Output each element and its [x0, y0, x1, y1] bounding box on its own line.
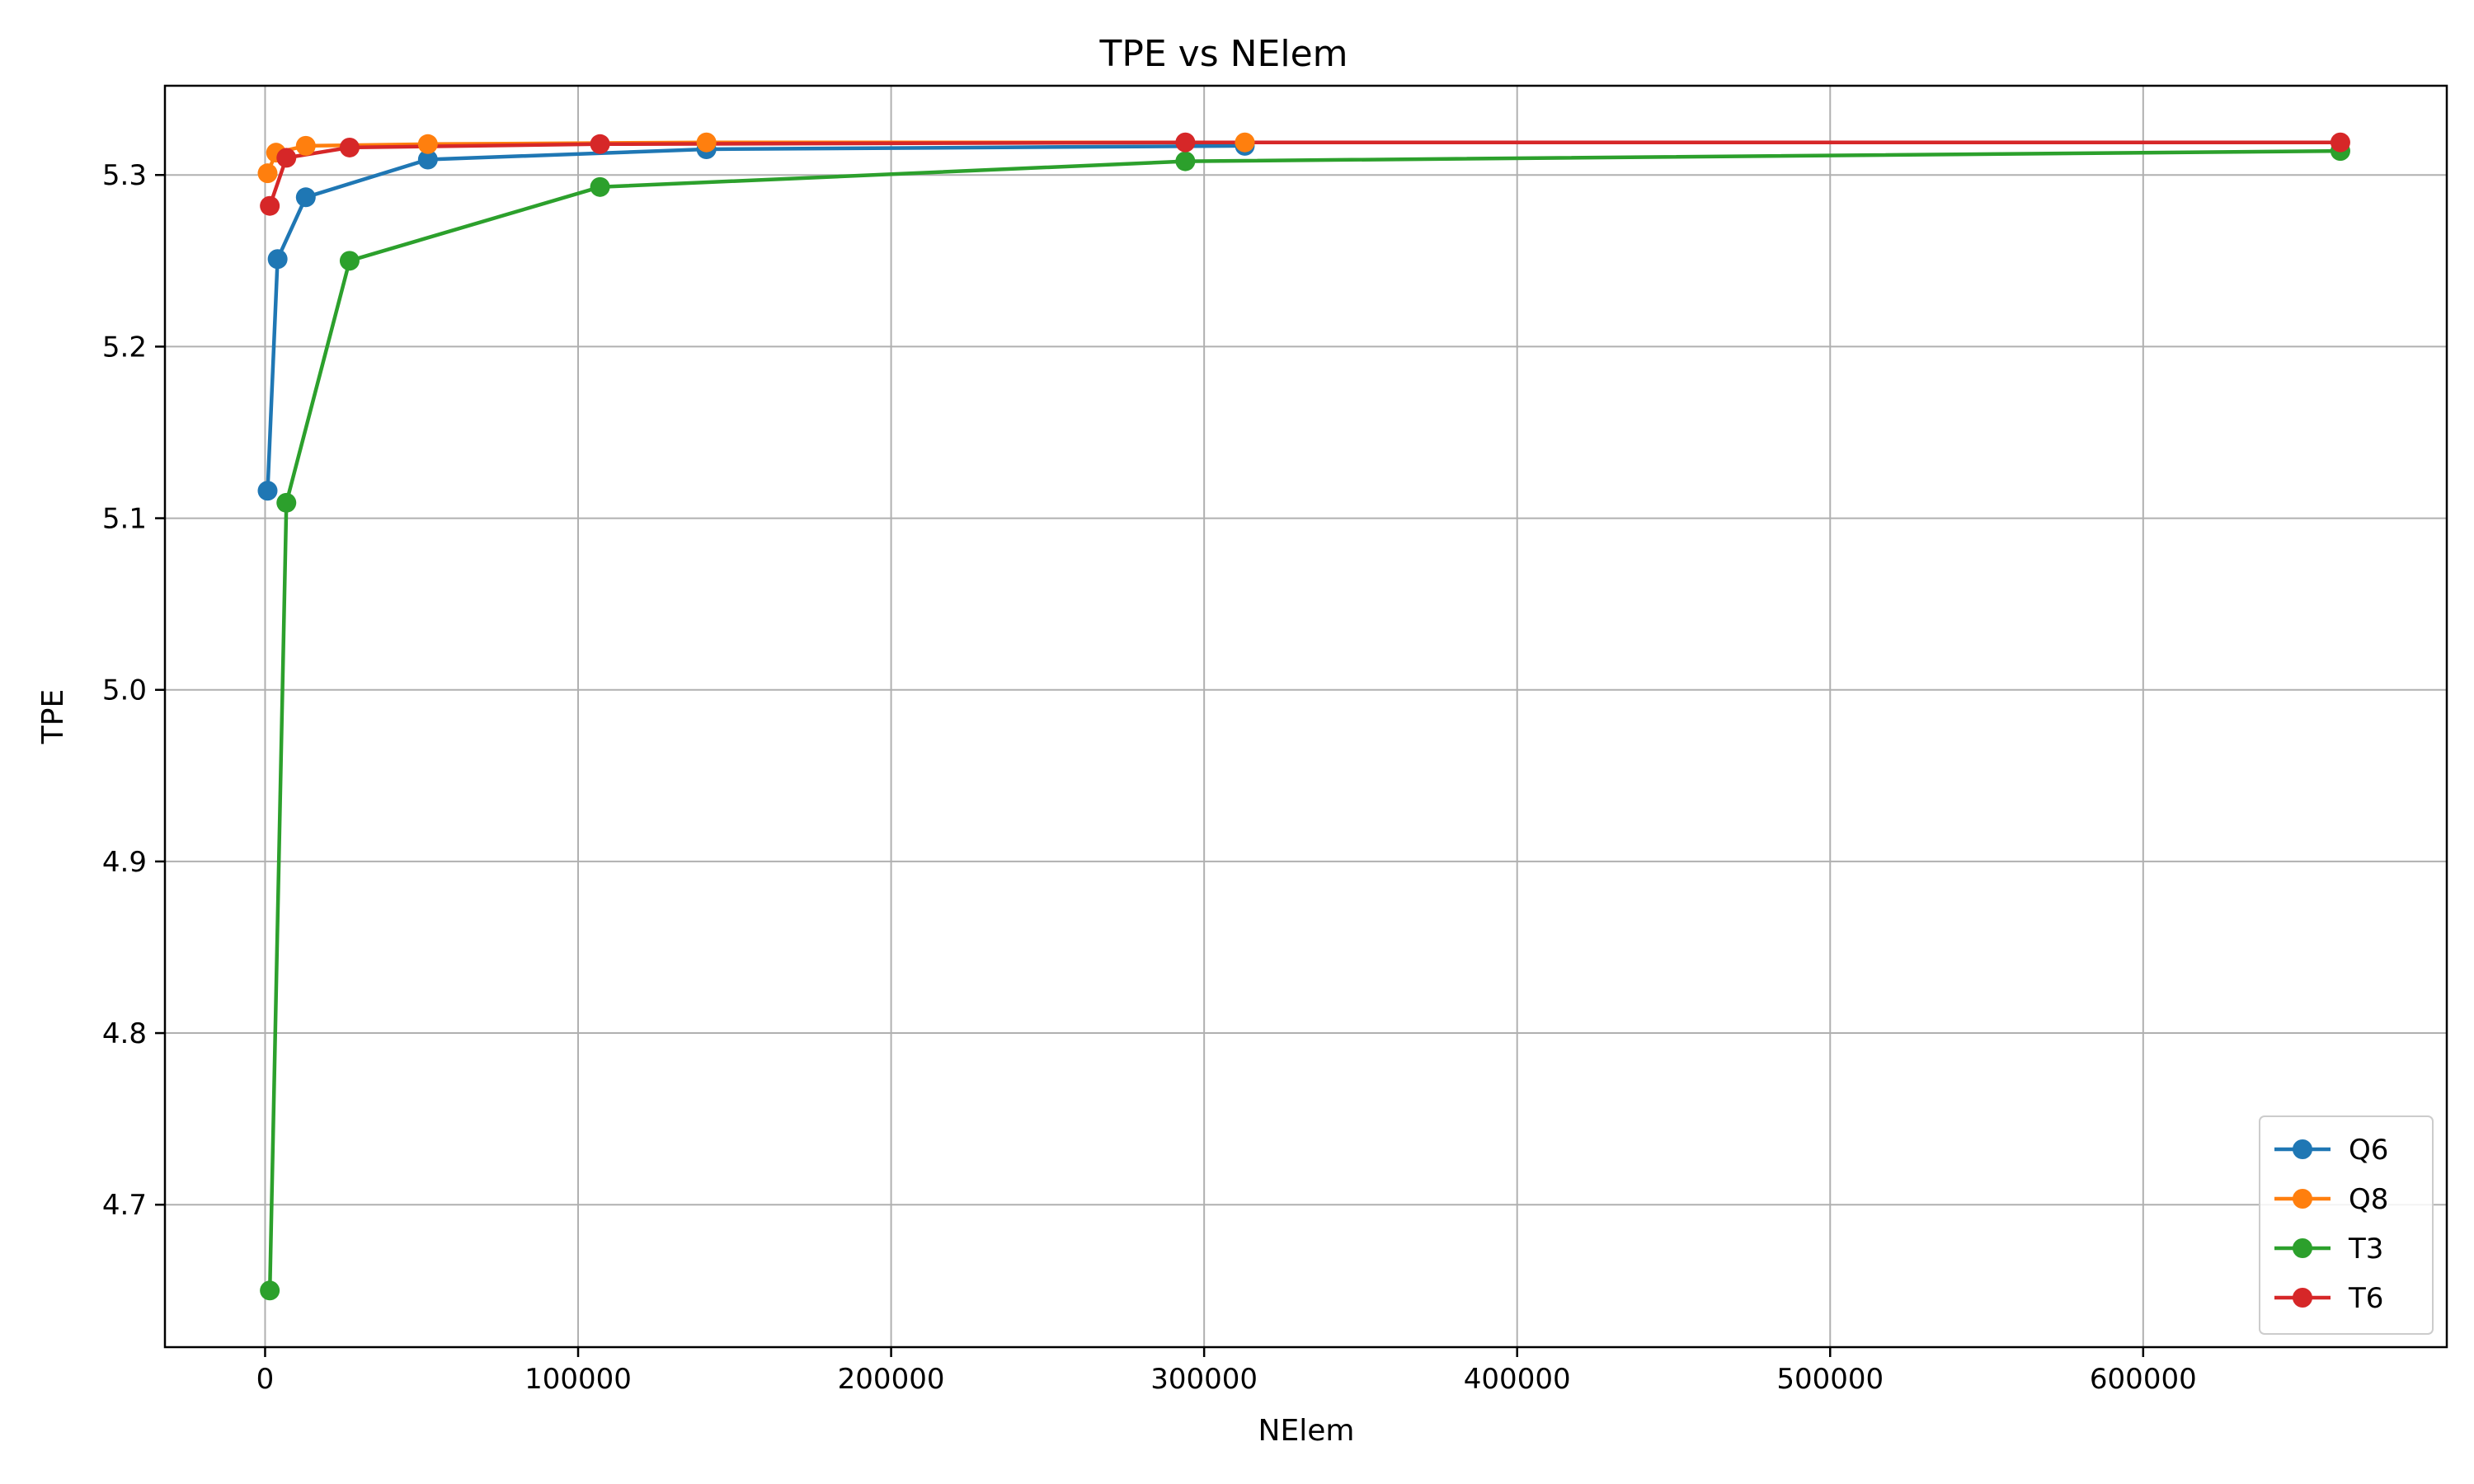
data-point-q6	[295, 187, 316, 208]
x-tick-label: 200000	[838, 1363, 945, 1396]
data-point-t3	[260, 1280, 280, 1301]
x-tick-label: 500000	[1776, 1363, 1884, 1396]
x-tick-label: 300000	[1150, 1363, 1258, 1396]
data-point-q8	[257, 163, 278, 184]
series-lines	[266, 140, 2340, 1291]
y-tick-label: 4.8	[102, 1017, 147, 1050]
y-tick-label: 5.3	[102, 159, 147, 192]
legend-label-q8: Q8	[2349, 1183, 2388, 1216]
data-point-q6	[417, 149, 438, 170]
legend-label-q6: Q6	[2349, 1134, 2388, 1167]
data-point-t6	[2330, 132, 2350, 153]
legend-marker-q6	[2293, 1139, 2312, 1159]
legend-box	[2259, 1115, 2434, 1335]
chart-title: TPE vs NElem	[1098, 33, 1348, 75]
data-point-q8	[417, 134, 438, 154]
data-point-t3	[1175, 151, 1196, 171]
data-point-t6	[339, 137, 360, 157]
data-points	[257, 132, 2350, 1301]
x-tick-label: 400000	[1464, 1363, 1571, 1396]
x-tick-label: 0	[256, 1363, 275, 1396]
series-line-t3	[267, 148, 2340, 1291]
data-point-t3	[276, 492, 297, 513]
y-axis-ticks: 4.7 4.8 4.9 5.0 5.1 5.2 5.3	[102, 159, 165, 1222]
y-tick-label: 4.7	[102, 1189, 147, 1222]
legend-label-t6: T6	[2348, 1282, 2383, 1315]
data-point-t6	[1175, 132, 1196, 153]
data-point-t3	[590, 176, 610, 197]
legend-marker-t6	[2293, 1288, 2312, 1308]
y-tick-label: 5.1	[102, 503, 147, 536]
x-axis-label: NElem	[1258, 1414, 1355, 1448]
data-point-t6	[276, 148, 297, 168]
legend-marker-t3	[2293, 1238, 2312, 1258]
data-point-t6	[590, 134, 610, 154]
grid-lines	[165, 86, 2447, 1347]
x-tick-label: 100000	[524, 1363, 632, 1396]
legend-label-t3: T3	[2348, 1233, 2383, 1266]
plot-frame	[163, 84, 2448, 1349]
data-point-q8	[1235, 132, 1255, 153]
data-point-t3	[339, 251, 360, 271]
x-tick-label: 600000	[2090, 1363, 2197, 1396]
y-axis-label: TPE	[36, 689, 70, 744]
y-tick-label: 5.2	[102, 331, 147, 364]
series-line-q6	[266, 143, 1245, 491]
y-tick-label: 4.9	[102, 846, 147, 879]
legend-marker-q8	[2293, 1189, 2312, 1209]
data-point-q6	[257, 481, 278, 501]
data-point-q8	[295, 135, 316, 156]
x-axis-ticks: 0 100000 200000 300000 400000 500000 600000	[256, 1347, 2197, 1396]
y-tick-label: 5.0	[102, 674, 147, 707]
data-point-t6	[260, 195, 280, 216]
legend: Q6 Q8 T3 T6	[2259, 1115, 2434, 1335]
data-point-q8	[696, 132, 717, 153]
data-point-q6	[267, 249, 288, 270]
